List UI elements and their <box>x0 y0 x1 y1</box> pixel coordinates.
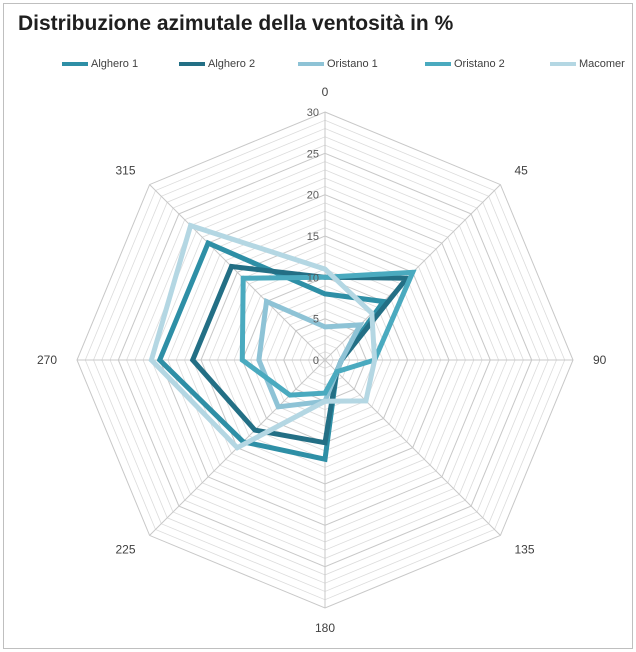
data-point-2 <box>252 427 258 433</box>
category-label: 90 <box>593 353 607 367</box>
legend-item: Macomer <box>550 56 625 72</box>
data-point-3 <box>256 357 262 363</box>
radial-tick-label: 10 <box>307 272 319 284</box>
category-label: 135 <box>515 543 535 557</box>
series-line-3 <box>256 297 365 410</box>
data-point-5 <box>322 398 328 404</box>
legend-item: Oristano 1 <box>298 56 378 72</box>
category-label: 0 <box>322 85 329 99</box>
data-point-5 <box>369 310 375 316</box>
data-point-5 <box>363 398 369 404</box>
data-point-1 <box>157 357 163 363</box>
category-label: 180 <box>315 621 335 635</box>
category-label: 45 <box>515 164 529 178</box>
data-point-4 <box>334 369 340 375</box>
grid-spoke <box>324 359 501 536</box>
radial-tick-label: 0 <box>313 355 319 367</box>
data-point-1 <box>322 291 328 297</box>
category-label: 225 <box>115 543 135 557</box>
data-point-2 <box>322 440 328 446</box>
data-point-3 <box>264 299 269 304</box>
legend-label: Alghero 2 <box>208 58 256 70</box>
data-point-5 <box>322 266 328 272</box>
data-point-2 <box>190 357 196 363</box>
data-point-4 <box>239 357 245 363</box>
radial-tick-label: 15 <box>307 231 319 243</box>
radial-tick-label: 20 <box>307 190 319 202</box>
data-point-5 <box>234 445 240 451</box>
data-point-4 <box>322 390 328 396</box>
data-point-4 <box>322 274 328 280</box>
chart-title: Distribuzione azimutale della ventosità … <box>18 12 454 35</box>
data-point-3 <box>322 324 328 330</box>
radial-tick-label: 5 <box>313 314 319 326</box>
chart-legend: Alghero 1 Alghero 2 Oristano 1 Oristano 2 Ma… <box>62 56 632 72</box>
category-label: 270 <box>37 353 57 367</box>
data-point-3 <box>275 404 281 410</box>
data-point-4 <box>287 392 293 398</box>
series-line-4 <box>239 269 417 398</box>
data-point-3 <box>339 357 344 363</box>
radial-tick-label: 25 <box>307 148 319 160</box>
legend-swatch <box>62 62 88 66</box>
data-point-1 <box>205 240 211 246</box>
grid-spoke <box>149 184 326 361</box>
data-point-4 <box>410 269 416 275</box>
legend-swatch <box>550 62 576 66</box>
data-point-2 <box>229 264 234 269</box>
legend-label: Oristano 2 <box>454 58 505 70</box>
radial-tick-label: 30 <box>307 107 319 119</box>
data-point-5 <box>372 357 377 363</box>
data-point-3 <box>357 322 363 328</box>
data-point-5 <box>188 223 194 229</box>
legend-label: Macomer <box>579 58 625 70</box>
legend-label: Oristano 1 <box>327 58 378 70</box>
legend-item: Alghero 1 <box>62 56 138 72</box>
data-point-5 <box>149 357 154 363</box>
legend-swatch <box>298 62 324 66</box>
legend-swatch <box>179 62 205 66</box>
legend-item: Oristano 2 <box>425 56 505 72</box>
legend-label: Alghero 1 <box>91 58 139 70</box>
category-label: 315 <box>115 164 135 178</box>
data-point-1 <box>322 456 328 462</box>
data-point-4 <box>240 275 246 281</box>
legend-swatch <box>425 62 451 66</box>
legend-item: Alghero 2 <box>179 56 255 72</box>
